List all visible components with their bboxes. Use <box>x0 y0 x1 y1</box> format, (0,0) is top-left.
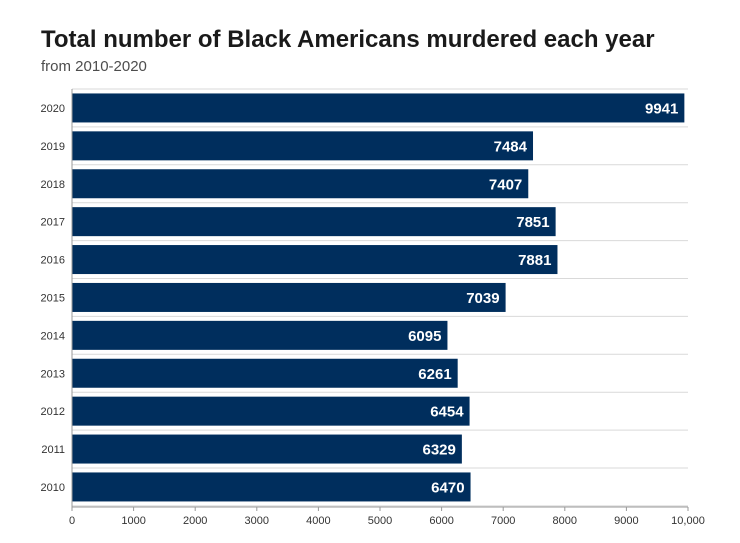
bar-value-label: 9941 <box>645 100 678 117</box>
bar-value-label: 7407 <box>489 176 522 193</box>
y-tick-label: 2013 <box>41 368 65 380</box>
x-tick-label: 7000 <box>491 515 515 527</box>
y-tick-label: 2020 <box>41 103 65 115</box>
bar-value-label: 7851 <box>516 214 549 231</box>
chart-subtitle: from 2010-2020 <box>41 58 147 75</box>
y-tick-label: 2019 <box>41 141 65 153</box>
bar <box>72 396 470 426</box>
bar <box>72 93 685 123</box>
bars: 9941 7484 7407 7851 7881 7039 6095 6261 6454 6329… <box>72 93 685 502</box>
bar <box>72 282 506 312</box>
y-tick-label: 2015 <box>41 292 65 304</box>
y-tick-label: 2010 <box>41 482 65 494</box>
y-tick-label: 2012 <box>41 406 65 418</box>
bar <box>72 358 458 388</box>
bar <box>72 169 529 199</box>
x-tick-label: 8000 <box>553 515 577 527</box>
x-tick-label: 6000 <box>429 515 453 527</box>
bar-value-label: 7039 <box>466 290 499 307</box>
chart-title: Total number of Black Americans murdered… <box>41 26 655 53</box>
gridlines <box>72 88 688 507</box>
y-tick-label: 2014 <box>41 330 65 342</box>
bar-value-label: 6470 <box>431 479 464 496</box>
x-tick-label: 2000 <box>183 515 207 527</box>
bar-value-label: 6454 <box>430 404 464 421</box>
x-tick-label: 10,000 <box>671 515 705 527</box>
bar <box>72 320 448 350</box>
x-tick-label: 3000 <box>245 515 269 527</box>
bar <box>72 245 558 275</box>
x-tick-label: 1000 <box>121 515 145 527</box>
bar <box>72 434 462 464</box>
x-tick-label: 0 <box>69 515 75 527</box>
y-tick-label: 2016 <box>41 255 65 267</box>
y-tick-label: 2011 <box>41 444 65 456</box>
x-axis: 0 1000 2000 3000 4000 5000 6000 7000 8000 9000 10,… <box>41 89 705 527</box>
bar-value-label: 6095 <box>408 328 441 345</box>
bar <box>72 131 534 161</box>
x-tick-label: 9000 <box>614 515 638 527</box>
x-tick-label: 4000 <box>306 515 330 527</box>
y-tick-label: 2017 <box>41 217 65 229</box>
bar <box>72 207 556 237</box>
bar-value-label: 6261 <box>418 366 451 383</box>
bar-value-label: 7484 <box>494 138 528 155</box>
bar-value-label: 7881 <box>518 252 551 269</box>
bar-value-label: 6329 <box>422 442 455 459</box>
x-tick-label: 5000 <box>368 515 392 527</box>
y-tick-label: 2018 <box>41 179 65 191</box>
bar <box>72 472 471 502</box>
